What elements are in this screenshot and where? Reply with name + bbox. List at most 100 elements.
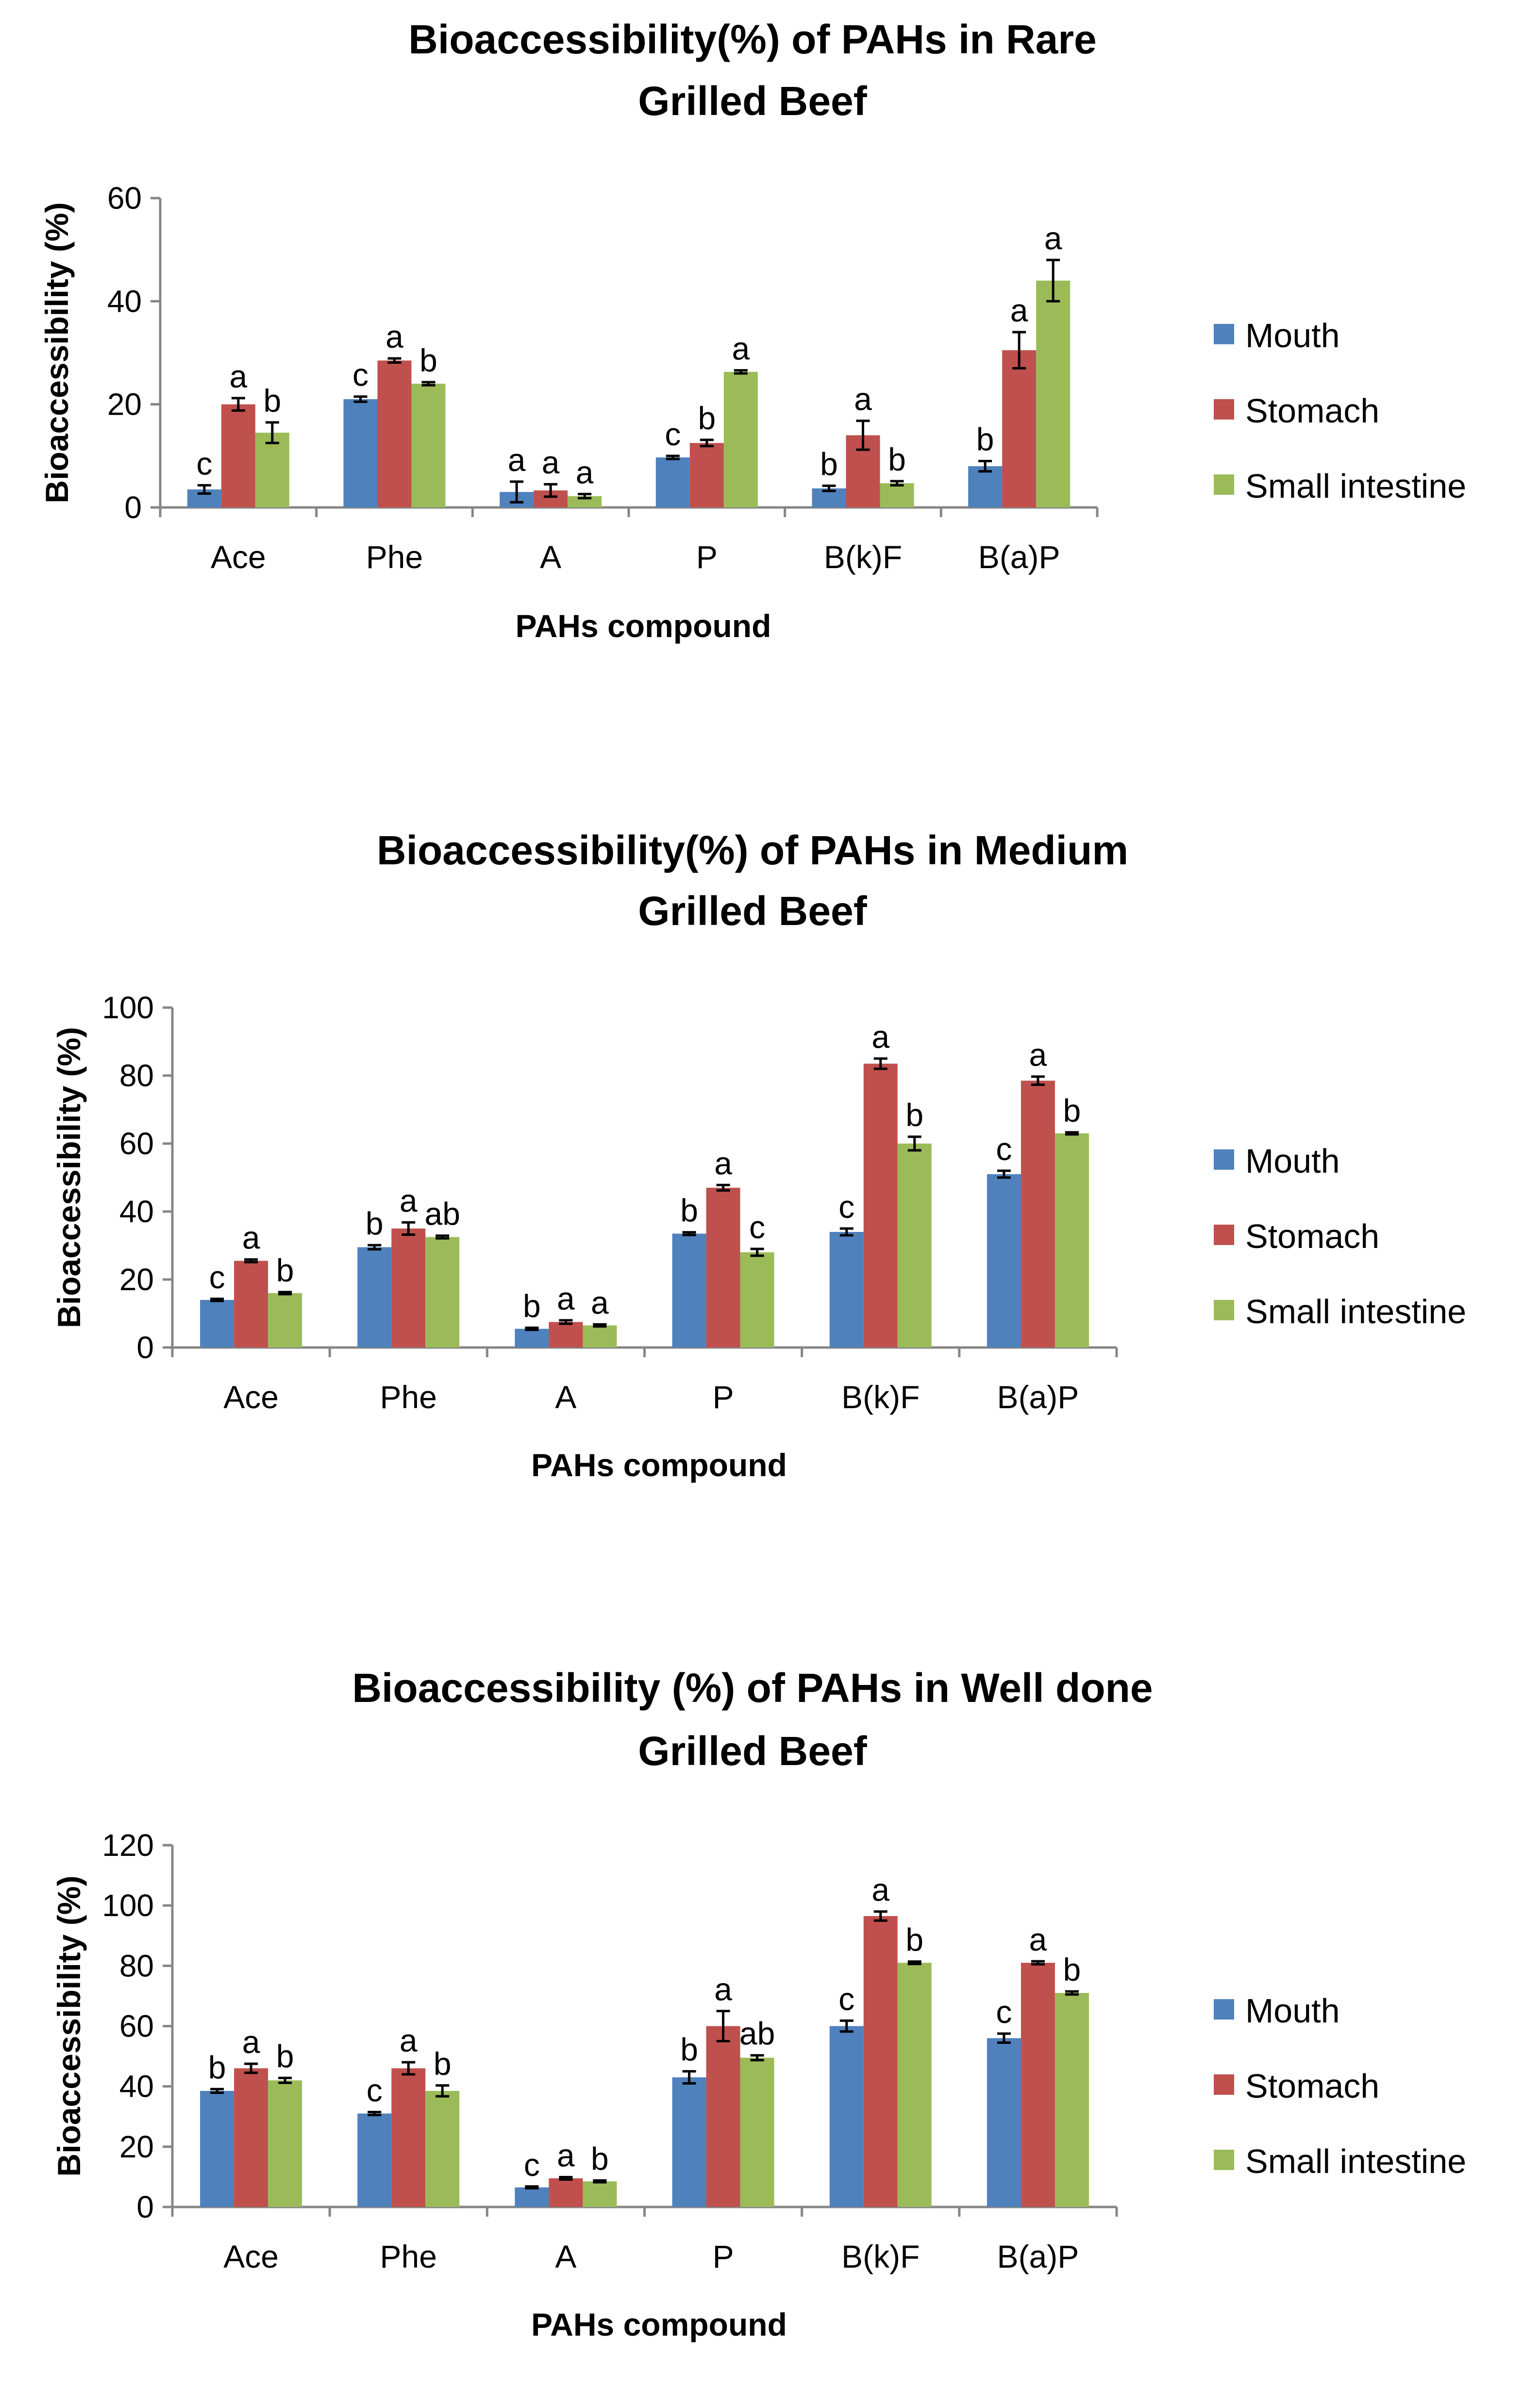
category-label: B(k)F bbox=[841, 1379, 920, 1415]
category-label: B(k)F bbox=[841, 2239, 920, 2274]
chart-title-line: Grilled Beef bbox=[638, 888, 868, 934]
y-axis-label: Bioaccessibility (%) bbox=[51, 1027, 87, 1328]
y-tick-label: 60 bbox=[107, 181, 142, 216]
category-label: B(a)P bbox=[978, 539, 1060, 575]
bar bbox=[234, 1261, 268, 1347]
category-label: B(a)P bbox=[997, 1379, 1079, 1415]
bar bbox=[740, 2057, 774, 2207]
bar bbox=[706, 2026, 740, 2207]
y-tick-label: 80 bbox=[119, 1058, 154, 1093]
legend-label: Stomach bbox=[1245, 2067, 1379, 2105]
significance-letter: c bbox=[838, 1981, 854, 2017]
category-label: A bbox=[555, 2239, 576, 2274]
significance-letter: c bbox=[996, 1994, 1012, 2030]
significance-letter: a bbox=[542, 444, 560, 480]
significance-letter: a bbox=[1044, 220, 1062, 256]
significance-letter: b bbox=[208, 2049, 226, 2085]
category-label: P bbox=[713, 1379, 734, 1415]
legend-label: Mouth bbox=[1245, 1142, 1340, 1180]
bar bbox=[863, 1916, 898, 2207]
bar bbox=[863, 1063, 898, 1347]
bar bbox=[1055, 1133, 1089, 1347]
category-label: Ace bbox=[211, 539, 266, 575]
bar bbox=[897, 1963, 932, 2207]
bar bbox=[357, 2113, 392, 2207]
significance-letter: a bbox=[591, 1284, 609, 1320]
bar bbox=[425, 2090, 460, 2207]
significance-letter: c bbox=[524, 2147, 540, 2183]
legend-label: Small intestine bbox=[1245, 2142, 1466, 2180]
bar bbox=[987, 1174, 1021, 1347]
significance-letter: b bbox=[419, 342, 437, 378]
bar bbox=[515, 1329, 549, 1347]
significance-letter: c bbox=[996, 1131, 1012, 1167]
significance-letter: b bbox=[905, 1097, 923, 1133]
significance-letter: b bbox=[976, 421, 994, 457]
significance-letter: b bbox=[434, 2046, 452, 2082]
significance-letter: c bbox=[665, 416, 681, 452]
bar bbox=[829, 2026, 864, 2207]
significance-letter: a bbox=[385, 319, 403, 354]
y-tick-label: 80 bbox=[119, 1948, 154, 1983]
y-tick-label: 60 bbox=[119, 2009, 154, 2044]
bar bbox=[343, 399, 378, 507]
chart-title-line: Bioaccessibility(%) of PAHs in Rare bbox=[408, 17, 1097, 62]
significance-letter: a bbox=[400, 1182, 418, 1218]
significance-letter: c bbox=[352, 357, 368, 393]
significance-letter: a bbox=[1029, 1921, 1047, 1957]
significance-letter: a bbox=[242, 2024, 260, 2060]
significance-letter: b bbox=[698, 400, 716, 436]
category-label: P bbox=[713, 2239, 734, 2274]
legend-label: Stomach bbox=[1245, 1217, 1379, 1255]
significance-letter: ab bbox=[425, 1196, 460, 1232]
y-tick-label: 20 bbox=[119, 2129, 154, 2164]
bar bbox=[377, 360, 412, 507]
significance-letter: b bbox=[523, 1288, 541, 1324]
y-axis-label: Bioaccessibility (%) bbox=[51, 1876, 87, 2177]
bar bbox=[568, 496, 602, 507]
significance-letter: a bbox=[714, 1145, 732, 1181]
x-axis-label: PAHs compound bbox=[516, 608, 771, 644]
significance-letter: b bbox=[1063, 1952, 1081, 1987]
bar bbox=[723, 371, 758, 507]
significance-letter: a bbox=[1010, 292, 1028, 328]
x-axis-label: PAHs compound bbox=[531, 2307, 787, 2342]
legend-swatch bbox=[1214, 399, 1234, 420]
bar bbox=[391, 2068, 426, 2207]
y-tick-label: 20 bbox=[107, 387, 142, 422]
significance-letter: a bbox=[732, 331, 750, 367]
significance-letter: c bbox=[196, 445, 212, 481]
significance-letter: a bbox=[576, 454, 594, 490]
significance-letter: b bbox=[680, 2032, 698, 2068]
significance-letter: b bbox=[905, 1922, 923, 1958]
legend-label: Mouth bbox=[1245, 317, 1340, 354]
bar bbox=[740, 1252, 774, 1347]
y-axis-label: Bioaccessibility (%) bbox=[39, 202, 75, 504]
bar bbox=[255, 433, 289, 507]
y-tick-label: 20 bbox=[119, 1262, 154, 1297]
bar bbox=[583, 2181, 617, 2207]
legend-swatch bbox=[1214, 1225, 1234, 1245]
bar bbox=[425, 1237, 460, 1347]
significance-letter: b bbox=[366, 1205, 384, 1241]
significance-letter: a bbox=[229, 358, 247, 394]
y-tick-label: 0 bbox=[136, 1330, 154, 1365]
significance-letter: b bbox=[820, 446, 838, 482]
y-tick-label: 0 bbox=[136, 2189, 154, 2224]
bar bbox=[689, 443, 724, 507]
significance-letter: b bbox=[888, 441, 906, 477]
significance-letter: ab bbox=[739, 2016, 775, 2052]
bar bbox=[357, 1247, 392, 1347]
category-label: A bbox=[540, 539, 561, 575]
bar bbox=[655, 457, 690, 507]
significance-letter: a bbox=[242, 1220, 260, 1256]
significance-letter: a bbox=[854, 381, 872, 417]
bar bbox=[987, 2038, 1021, 2207]
significance-letter: a bbox=[1029, 1037, 1047, 1073]
x-axis-label: PAHs compound bbox=[531, 1447, 787, 1483]
legend-label: Stomach bbox=[1245, 392, 1379, 430]
significance-letter: a bbox=[557, 2138, 575, 2173]
bar bbox=[583, 1325, 617, 1347]
y-tick-label: 40 bbox=[107, 284, 142, 319]
bar bbox=[968, 466, 1003, 507]
